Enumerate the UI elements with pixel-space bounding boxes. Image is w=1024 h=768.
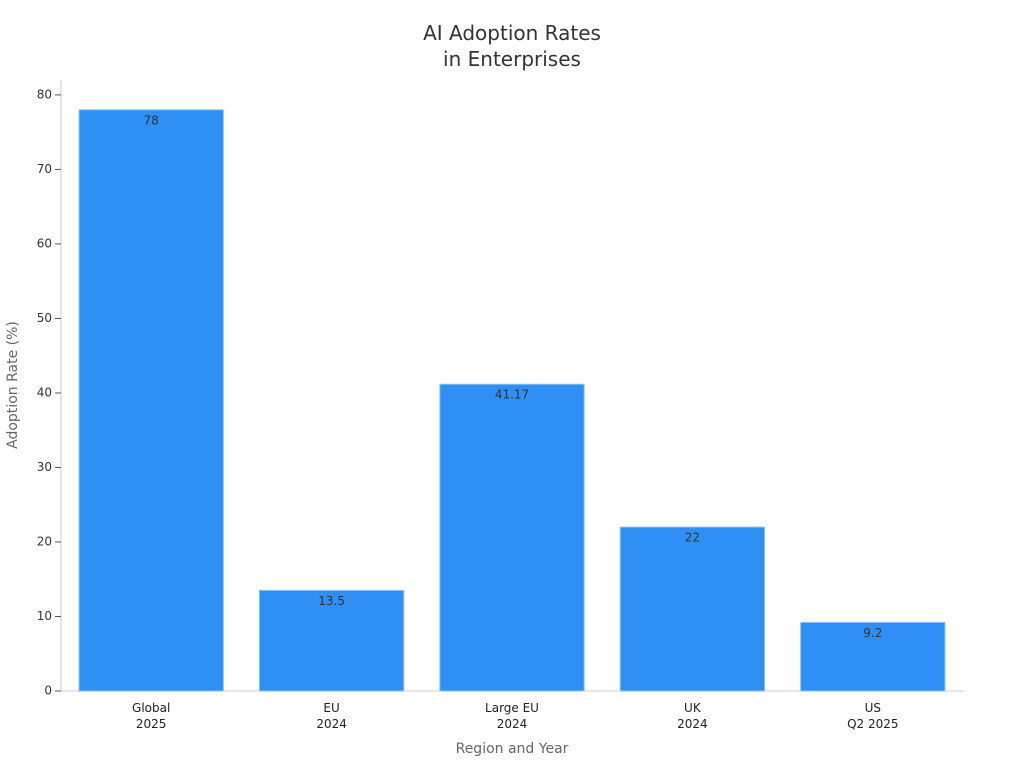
- y-tick-label: 60: [37, 236, 52, 250]
- y-tick-label: 10: [37, 609, 52, 623]
- x-tick-label: EU 2024: [316, 701, 347, 731]
- bar: [258, 589, 405, 692]
- x-tick-label: US Q2 2025: [847, 701, 899, 731]
- value-label: 78: [144, 113, 159, 127]
- bar: [800, 621, 946, 692]
- value-label: 9.2: [863, 626, 882, 640]
- x-tick-label: UK 2024: [677, 701, 708, 731]
- y-tick-label: 40: [37, 385, 52, 399]
- y-tick-label: 50: [37, 311, 52, 325]
- bar: [439, 383, 585, 692]
- value-label: 41.17: [495, 388, 529, 402]
- x-tick-label: Global 2025: [132, 701, 171, 731]
- y-tick-label: 30: [37, 460, 52, 474]
- bar: [619, 526, 766, 692]
- y-tick-label: 0: [44, 684, 52, 698]
- bar: [78, 109, 224, 692]
- chart-title: AI Adoption Rates in Enterprises: [423, 21, 601, 71]
- value-label: 22: [685, 531, 700, 545]
- y-tick-label: 70: [37, 162, 52, 176]
- y-tick-label: 20: [37, 534, 52, 548]
- y-tick-label: 80: [37, 87, 52, 101]
- y-axis-label: Adoption Rate (%): [5, 321, 21, 449]
- x-tick-label: Large EU 2024: [485, 701, 539, 731]
- value-label: 13.5: [318, 594, 345, 608]
- x-axis-label: Region and Year: [455, 741, 569, 757]
